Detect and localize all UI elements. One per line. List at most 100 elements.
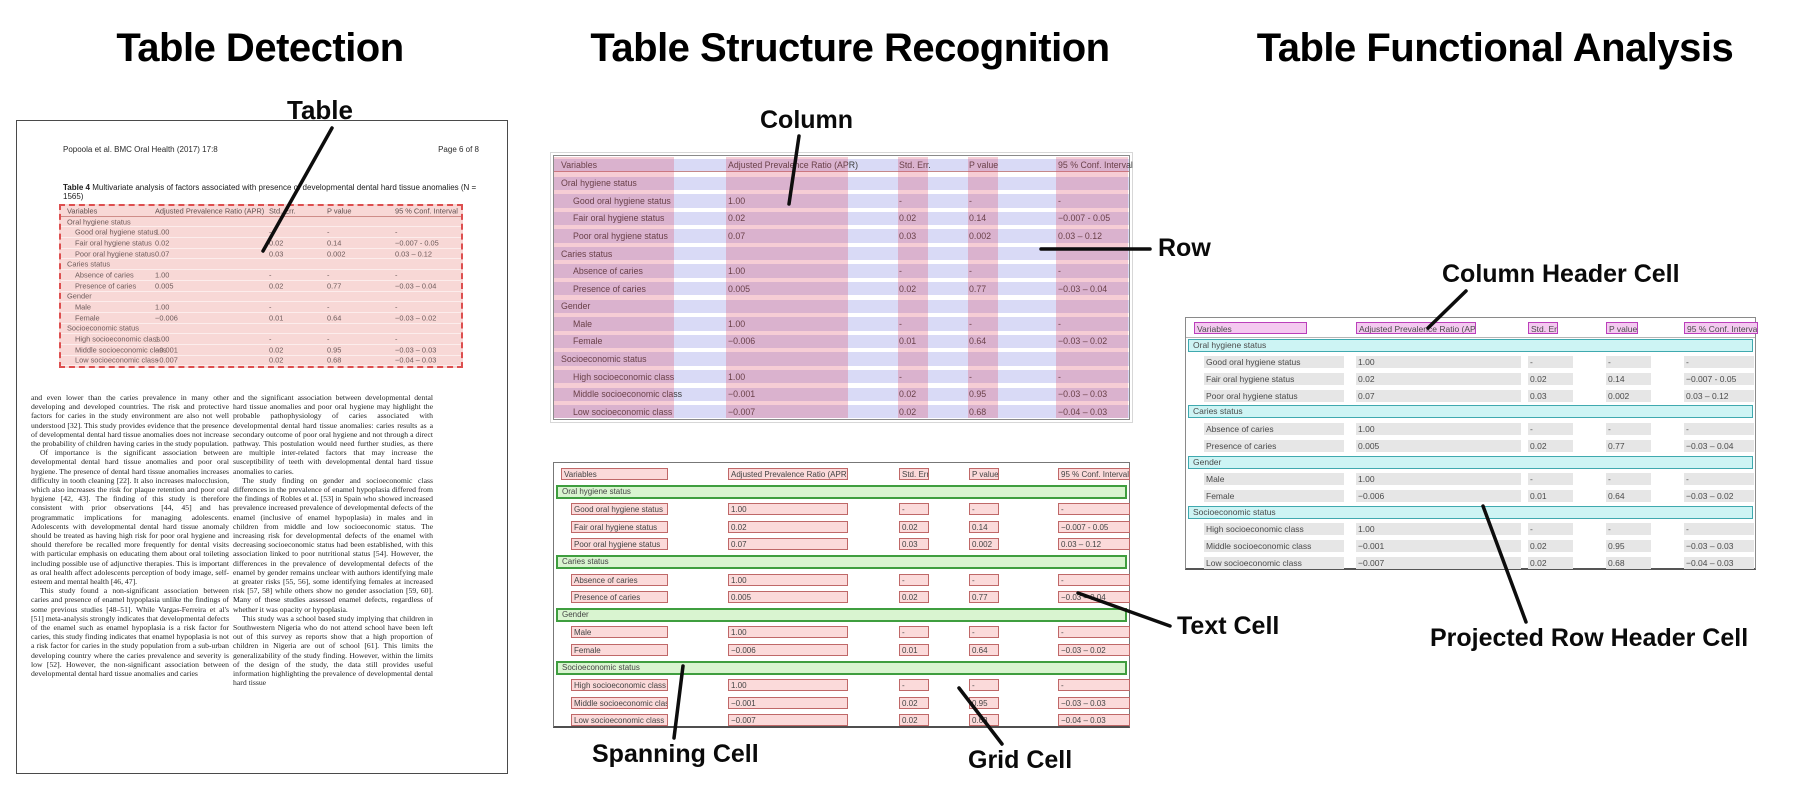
text-cell: −0.03 – 0.04: [1058, 283, 1108, 294]
data-row: Absence of caries 1.00- - -: [554, 264, 1129, 278]
data-row: Middle socioeconomic class −0.001 0.02 0.95…: [554, 695, 1130, 713]
grid-cell: 0.03 – 0.12: [1058, 538, 1130, 551]
text-cell: Low socioeconomic class: [571, 714, 668, 727]
data-row: Presence of caries 0.005 0.02 0.77 −0.03 – 0…: [1186, 438, 1755, 455]
text-cell: Absence of caries: [573, 266, 643, 277]
text-cell: 0.64: [327, 313, 342, 323]
text-cell: -: [269, 227, 272, 237]
data-row: Good oral hygiene status 1.00- - -: [554, 501, 1130, 519]
text-cell: −0.03 – 0.03: [395, 345, 437, 355]
column-header-text-cell: Adjusted Prevalence Ratio (APR): [728, 468, 848, 480]
grid-cell: 0.64: [969, 643, 999, 656]
data-row: Female −0.006 0.01 0.64 −0.03 – 0.02: [554, 642, 1130, 660]
text-cell: -: [1058, 195, 1061, 206]
text-cell: 0.02: [1356, 373, 1521, 386]
page-number: Page 6 of 8: [438, 145, 479, 154]
text-cell: -: [395, 302, 398, 312]
text-cell: Poor oral hygiene status: [571, 538, 668, 551]
label-row: Row: [1158, 234, 1211, 262]
text-cell: -: [899, 266, 902, 277]
column-header-text: Variables: [561, 160, 598, 171]
grid-cell: -: [1058, 679, 1130, 692]
column-header-text: 95 % Conf. Interval: [1058, 160, 1133, 171]
projected-row-header-cell: Caries status: [1188, 405, 1753, 419]
text-cell: 0.14: [327, 238, 342, 248]
text-cell: Female: [571, 643, 668, 656]
text-cell: -: [327, 227, 330, 237]
text-cell: 1.00: [728, 371, 746, 382]
text-cell: 0.002: [327, 249, 346, 259]
text-cell: -: [327, 334, 330, 344]
label-table: Table: [287, 95, 353, 125]
grid-cell: 0.77: [969, 591, 999, 604]
grid-cell: −0.03 – 0.04: [1058, 591, 1130, 604]
text-cell: 0.02: [899, 213, 917, 224]
grid-cell: −0.03 – 0.03: [1058, 696, 1130, 709]
section-row: Oral hygiene status: [61, 217, 461, 228]
grid-cell: -: [969, 503, 999, 516]
body-paragraph: and even lower than the caries prevalenc…: [31, 393, 229, 449]
section-row: Socioeconomic status: [554, 352, 1129, 366]
text-cell: 0.14: [1606, 373, 1651, 386]
text-cell: Fair oral hygiene status: [1204, 373, 1344, 386]
projected-row-header-cell: Oral hygiene status: [1188, 338, 1753, 352]
grid-cell: 0.95: [969, 696, 999, 709]
text-cell: 1.00: [1356, 423, 1521, 436]
data-row: Female −0.006 0.01 0.64 −0.03 – 0.02: [554, 334, 1129, 349]
section-row: Caries status: [1186, 404, 1755, 421]
text-cell: -: [269, 270, 272, 280]
column-header-text: Std. Err.: [899, 160, 931, 171]
text-cell: 1.00: [155, 334, 170, 344]
table-caption: Table 4 Multivariate analysis of factors…: [63, 183, 487, 201]
text-cell: Absence of caries: [75, 270, 134, 280]
text-cell: 1.00: [155, 302, 170, 312]
text-cell: −0.03 – 0.02: [395, 313, 437, 323]
text-cell: −0.006: [1356, 489, 1521, 502]
text-cell: -: [1528, 356, 1573, 369]
label-grid-cell: Grid Cell: [968, 746, 1073, 774]
body-paragraph: This study was a school based study impl…: [233, 613, 433, 688]
text-cell: 0.68: [1606, 556, 1651, 569]
grid-cell: 0.01: [899, 643, 929, 656]
text-cell: 0.07: [155, 249, 170, 259]
detected-table-region: Variables Adjusted Prevalence Ratio (APR)…: [59, 204, 463, 368]
data-row: Good oral hygiene status 1.00- - -: [61, 227, 461, 239]
data-row: Good oral hygiene status 1.00- - -: [1186, 354, 1755, 371]
label-text-cell: Text Cell: [1177, 612, 1280, 640]
text-cell: 0.64: [1606, 489, 1651, 502]
data-row: Low socioeconomic class −0.007 0.02 0.68 −0.…: [554, 712, 1130, 730]
label-projected-row-header-cell: Projected Row Header Cell: [1430, 624, 1749, 652]
grid-cell: -: [1058, 573, 1130, 586]
table-header-row: Variables Adjusted Prevalence Ratio (APR)…: [61, 206, 461, 217]
text-cell: Low socioeconomic class: [573, 406, 673, 417]
text-cell: 0.002: [969, 231, 992, 241]
text-cell: 1.00: [728, 266, 746, 277]
label-spanning-cell: Spanning Cell: [592, 740, 759, 768]
text-cell: 0.03 – 0.12: [1058, 231, 1103, 241]
text-cell: −0.007 - 0.05: [395, 238, 439, 248]
text-cell: -: [1606, 473, 1651, 486]
text-cell: -: [899, 318, 902, 329]
text-cell: -: [327, 302, 330, 312]
text-cell: 0.95: [327, 345, 342, 355]
text-cell: 0.03: [899, 231, 917, 241]
data-row: Absence of caries 1.00- - -: [554, 572, 1130, 590]
section-label: Gender: [1193, 456, 1222, 467]
text-cell: 1.00: [1356, 523, 1521, 536]
text-cell: Caries status: [561, 248, 613, 259]
data-row: Absence of caries 1.00- - -: [1186, 421, 1755, 438]
text-cell: -: [1606, 356, 1651, 369]
text-cell: −0.006: [728, 336, 756, 347]
data-row: High socioeconomic class 1.00 - - -: [554, 369, 1129, 384]
grid-cell: 0.03: [899, 538, 929, 551]
text-cell: -: [969, 195, 972, 206]
table-header-row: Variables Adjusted Prevalence Ratio (APR)…: [554, 466, 1130, 484]
column-header-text: Std. Err.: [269, 206, 296, 216]
text-cell: 1.00: [728, 195, 746, 206]
data-row: Fair oral hygiene status 0.02 0.02 0.14 −0.0…: [61, 238, 461, 249]
text-cell: 0.005: [155, 281, 174, 291]
section-row: Caries status: [554, 554, 1129, 572]
grid-cell: 0.02: [899, 520, 929, 533]
section-row: Socioeconomic status: [61, 324, 461, 335]
text-cell: 0.95: [1606, 539, 1651, 552]
